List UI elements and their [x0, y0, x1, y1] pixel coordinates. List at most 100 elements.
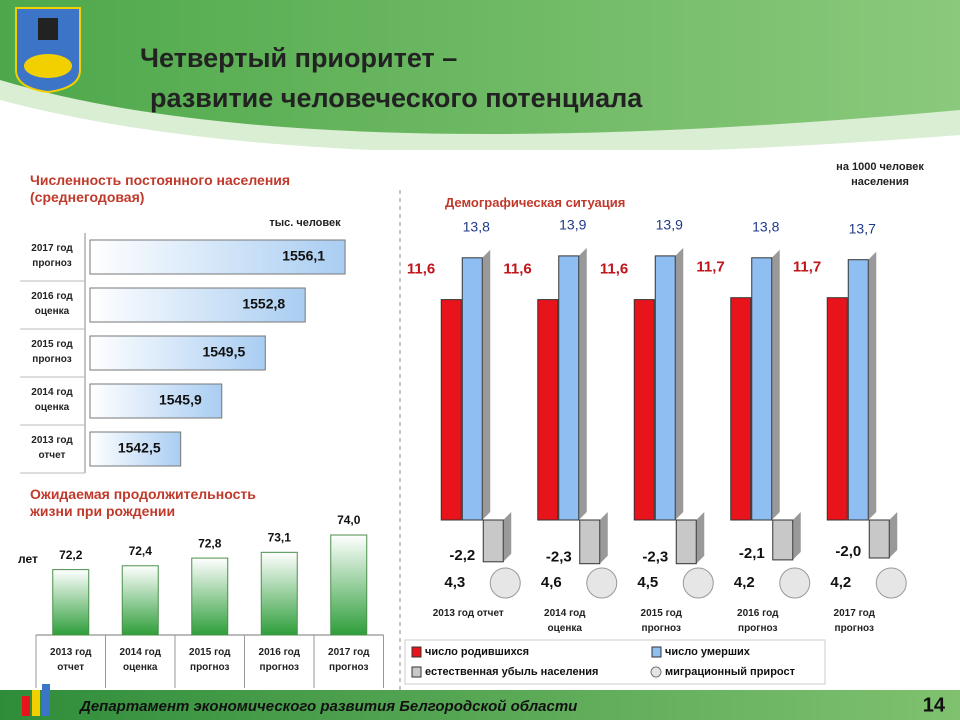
category-label: 2014 год оценка — [544, 608, 586, 634]
header-swoosh — [0, 80, 960, 150]
legend-label: миграционный прирост — [665, 666, 796, 678]
legend-swatch — [411, 666, 422, 678]
category-label: 2013 год отчет — [50, 647, 92, 673]
value-label: 1556,1 — [282, 248, 325, 264]
category-label: 2015 год прогноз — [189, 647, 231, 673]
bar — [730, 297, 752, 521]
value-label: 4,3 — [444, 574, 465, 591]
bar — [654, 255, 676, 521]
value-label: -2,3 — [642, 549, 668, 566]
bar-side — [503, 512, 512, 562]
bar — [772, 519, 794, 561]
bar — [847, 259, 869, 521]
value-label: -2,1 — [739, 545, 765, 562]
value-label: 72,2 — [59, 548, 83, 562]
marker — [682, 567, 714, 599]
category-label: 2013 год отчет — [432, 608, 504, 619]
chart-title: Ожидаемая продолжительность жизни при ро… — [30, 486, 256, 519]
legend-swatch — [411, 646, 422, 658]
category-label: 2017 год прогноз — [328, 647, 370, 673]
footer-logo — [22, 684, 50, 716]
unit-label: лет — [18, 552, 38, 566]
bar-side — [771, 249, 780, 521]
bar — [751, 257, 773, 521]
value-label: 13,9 — [656, 217, 683, 233]
bar — [121, 565, 159, 636]
page-number: 14 — [923, 694, 946, 716]
bar — [461, 257, 483, 521]
category-label: 2016 год прогноз — [737, 608, 779, 634]
value-label: -2,2 — [449, 547, 475, 564]
category-label: 2017 год прогноз — [31, 243, 73, 269]
bar — [537, 299, 559, 521]
header-swoosh — [0, 100, 960, 160]
value-label: 13,8 — [463, 219, 490, 235]
value-label: 72,4 — [129, 544, 153, 558]
bar-side — [599, 512, 608, 564]
title: развитие человеческого потенциала — [150, 83, 643, 113]
value-label: 1545,9 — [159, 392, 202, 408]
bar — [868, 519, 890, 559]
bar — [826, 297, 848, 521]
category-label: 2013 год отчет — [31, 435, 73, 461]
bar — [89, 335, 266, 371]
value-label: 4,6 — [541, 574, 562, 591]
category-label: 2016 год прогноз — [258, 647, 300, 673]
value-label: 4,2 — [830, 574, 851, 591]
bar — [633, 299, 655, 521]
marker — [875, 567, 907, 599]
category-label: 2015 год прогноз — [640, 608, 682, 634]
bar — [191, 557, 229, 636]
bar — [482, 519, 504, 563]
bar — [558, 255, 580, 521]
value-label: 13,7 — [849, 220, 876, 236]
footer-band — [0, 690, 960, 720]
bar-side — [792, 512, 801, 560]
legend-swatch — [651, 646, 662, 658]
value-label: 1549,5 — [202, 344, 245, 360]
value-label: 11,7 — [793, 259, 821, 276]
value-label: 74,0 — [337, 513, 361, 527]
bar — [52, 569, 90, 636]
bar — [440, 299, 462, 521]
value-label: 11,6 — [600, 261, 628, 278]
category-label: 2014 год оценка — [31, 387, 73, 413]
value-label: 13,8 — [752, 219, 779, 235]
legend-swatch — [650, 666, 662, 678]
value-label: 4,2 — [734, 574, 755, 591]
value-label: 1552,8 — [242, 296, 285, 312]
bar-side — [696, 512, 705, 564]
legend-label: естественная убыль населения — [425, 666, 598, 678]
unit-label: тыс. человек — [269, 217, 341, 229]
value-label: 11,6 — [503, 261, 531, 278]
marker — [586, 567, 618, 599]
legend-label: число родившихся — [425, 646, 529, 658]
bar — [579, 519, 601, 565]
value-label: 73,1 — [268, 530, 292, 544]
bar — [675, 519, 697, 565]
bar-side — [675, 247, 684, 520]
value-label: 4,5 — [637, 574, 658, 591]
note: на 1000 человек населения — [836, 161, 924, 188]
bar-side — [578, 247, 587, 520]
value-label: 13,9 — [559, 217, 586, 233]
marker — [779, 567, 811, 599]
marker — [489, 567, 521, 599]
bar-side — [868, 251, 877, 520]
legend-label: число умерших — [665, 646, 751, 658]
title: Четвертый приоритет – — [140, 43, 457, 73]
category-label: 2016 год оценка — [31, 291, 73, 317]
bar-side — [482, 249, 491, 521]
legend-box — [404, 639, 826, 685]
bar-side — [889, 512, 898, 558]
value-label: -2,3 — [546, 549, 572, 566]
category-label: 2015 год прогноз — [31, 339, 73, 365]
bar — [89, 287, 306, 323]
value-label: 72,8 — [198, 536, 222, 550]
value-label: 11,6 — [407, 261, 435, 278]
category-label: 2014 год оценка — [119, 647, 161, 673]
value-label: -2,0 — [835, 543, 861, 560]
bar — [330, 534, 368, 636]
